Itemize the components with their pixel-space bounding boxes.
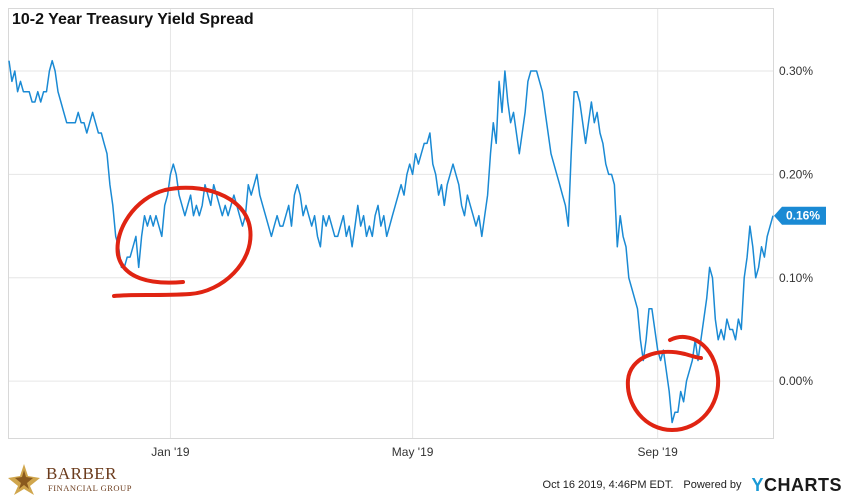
last-value-badge: 0.16% bbox=[774, 206, 826, 225]
brand-subtitle: FINANCIAL GROUP bbox=[48, 483, 132, 493]
chart-title: 10-2 Year Treasury Yield Spread bbox=[12, 11, 254, 28]
timestamp: Oct 16 2019, 4:46PM EDT. bbox=[542, 479, 674, 491]
ycharts-logo-y: Y bbox=[751, 474, 764, 495]
last-value-badge-shape bbox=[774, 206, 826, 225]
series-line[interactable] bbox=[8, 59, 774, 424]
x-tick-label: Jan '19 bbox=[151, 445, 190, 459]
plot-border bbox=[8, 8, 774, 439]
footer-credits: Oct 16 2019, 4:46PM EDT. Powered by Y CH… bbox=[543, 474, 842, 496]
y-tick-label: 0.20% bbox=[779, 167, 813, 181]
x-tick-label: Sep '19 bbox=[638, 445, 679, 459]
y-tick-label: 0.10% bbox=[779, 271, 813, 285]
brand-logo-mark-icon bbox=[8, 464, 40, 495]
annotations bbox=[112, 185, 721, 433]
ycharts-logo[interactable]: Y CHARTS bbox=[751, 475, 842, 496]
brand-name: BARBER bbox=[46, 464, 118, 483]
x-axis-ticks: Jan '19 May '19 Sep '19 bbox=[151, 445, 678, 459]
y-tick-label: 0.00% bbox=[779, 374, 813, 388]
y-axis-ticks: 0.00% 0.10% 0.20% 0.30% bbox=[779, 64, 813, 388]
annotation-circle-right bbox=[625, 334, 721, 433]
x-tick-label: May '19 bbox=[392, 445, 434, 459]
brand-logo: BARBER FINANCIAL GROUP bbox=[6, 460, 146, 496]
annotation-circle-left bbox=[112, 185, 253, 298]
y-tick-label: 0.30% bbox=[779, 64, 813, 78]
last-value-label: 0.16% bbox=[786, 209, 820, 223]
powered-by-label: Powered by bbox=[683, 479, 742, 491]
ycharts-logo-text: CHARTS bbox=[764, 474, 842, 495]
